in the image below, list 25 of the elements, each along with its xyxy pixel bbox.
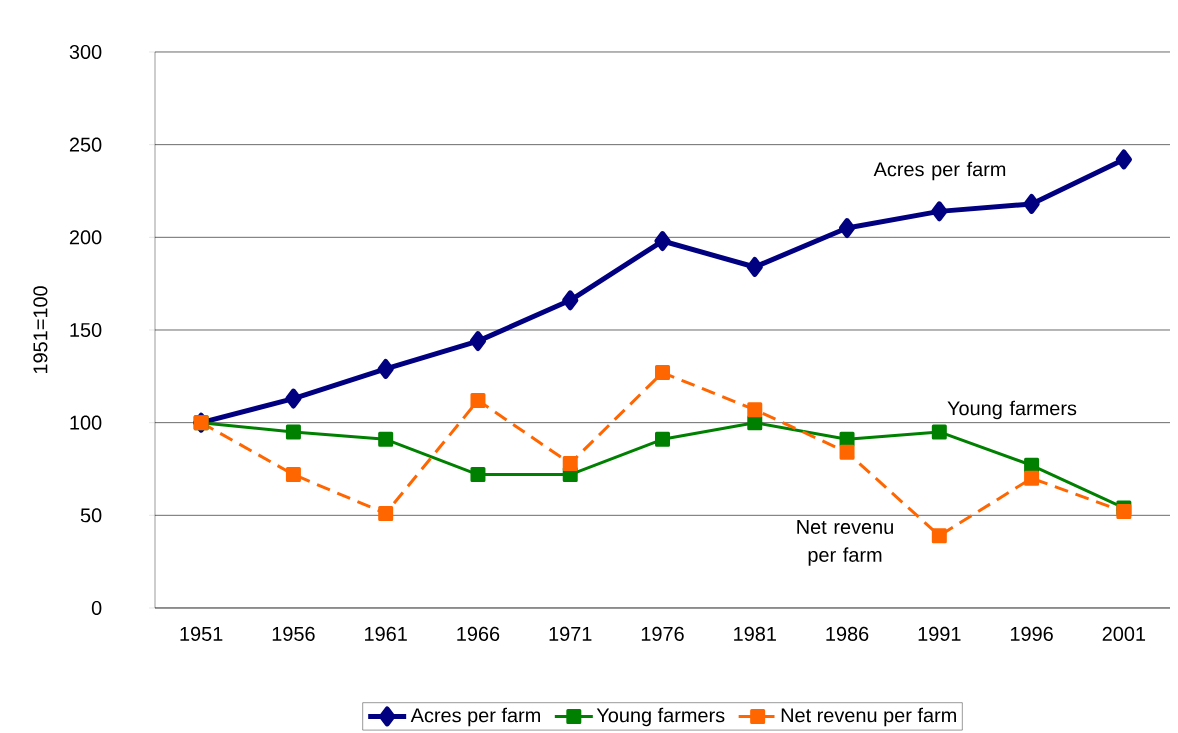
y-tick-label: 50 — [80, 508, 102, 523]
y-tick-label: 250 — [69, 137, 102, 152]
y-axis-title: 1951=100 — [33, 286, 48, 374]
y-tick-label: 0 — [91, 600, 102, 616]
x-tick-label: 1996 — [1010, 626, 1053, 641]
x-tick-label: 1981 — [734, 626, 776, 641]
x-tick-label: 2001 — [1102, 626, 1146, 641]
legend-label: Acres per farm — [410, 707, 540, 727]
legend-label: Young farmers — [596, 707, 725, 727]
x-tick-label: 1956 — [272, 626, 315, 641]
x-tick-label: 1986 — [826, 626, 869, 641]
x-tick-label: 1951 — [180, 626, 223, 641]
y-tick-label: 150 — [70, 322, 102, 338]
x-tick-label: 1966 — [457, 626, 500, 641]
y-tick-label: 200 — [69, 230, 102, 245]
annotation: Young farmers — [947, 400, 1077, 420]
annotation: Acres per farm — [873, 161, 1006, 181]
x-tick-label: 1961 — [365, 626, 407, 641]
x-tick-label: 1971 — [549, 626, 592, 641]
x-tick-label: 1991 — [918, 626, 961, 641]
y-tick-label: 300 — [69, 44, 102, 60]
annotation: Net revenu per farm — [797, 520, 893, 566]
x-tick-label: 1976 — [641, 626, 684, 641]
y-tick-label: 100 — [70, 415, 102, 430]
legend-label: Net revenu per farm — [781, 707, 956, 727]
